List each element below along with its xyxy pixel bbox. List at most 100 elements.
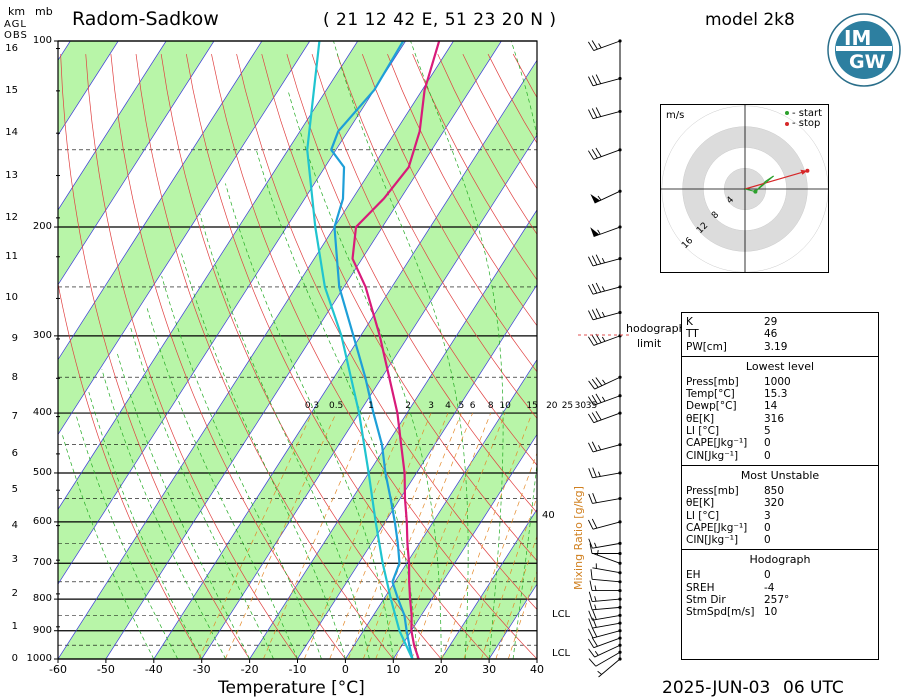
param-key: Temp[°C] <box>686 388 735 401</box>
most-unstable-section: Most Unstable Press[mb] 850 θE[K] 320 LI [°C… <box>682 466 878 551</box>
moist-adiabat <box>101 369 226 659</box>
x-axis-tick-label: -10 <box>288 663 307 676</box>
moist-adiabat <box>180 252 346 659</box>
mb-tick-label: 400 <box>32 407 52 419</box>
km-tick-label: 4 <box>11 519 18 531</box>
param-value: 29 <box>764 316 778 328</box>
moist-adiabat-lines <box>61 41 537 659</box>
mixing-ratio-tick-label: 3 <box>428 401 434 411</box>
wind-barb <box>588 308 621 321</box>
mb-unit-label: mb <box>35 5 53 18</box>
moist-adiabat <box>116 353 250 659</box>
mb-tick-label: 700 <box>32 557 52 569</box>
param-row: K 29 <box>686 316 878 328</box>
imgw-logo: IM GW <box>826 12 902 88</box>
km-tick-label: 7 <box>11 410 18 422</box>
param-key: Stm Dir <box>686 594 726 607</box>
wind-barb <box>588 637 621 649</box>
wind-barb <box>588 518 621 530</box>
hodograph-params-title: Hodograph <box>749 553 811 567</box>
moist-adiabat <box>130 326 274 659</box>
km-tick-label: 8 <box>11 372 18 384</box>
dry-adiabat <box>211 54 537 659</box>
param-value: 5 <box>764 425 771 438</box>
dry-adiabat <box>387 53 537 327</box>
moist-adiabat <box>333 41 469 659</box>
param-value: 316 <box>764 412 785 425</box>
indices-section: K 29 TT 46 PW[cm] 3.19 <box>682 313 878 357</box>
x-axis-tick-label: -40 <box>144 663 163 676</box>
param-value: 15.3 <box>764 388 788 401</box>
param-key: CIN[Jkg⁻¹] <box>686 449 739 462</box>
wind-barb <box>588 467 621 479</box>
wind-barb <box>590 190 621 204</box>
wind-barb <box>589 543 620 554</box>
logo-text-im: IM <box>844 26 872 50</box>
km-tick-label: 2 <box>11 587 18 599</box>
param-value: 14 <box>764 400 778 413</box>
mb-tick-label: 500 <box>32 466 52 478</box>
isotherm-line <box>58 41 215 286</box>
mixing-ratio-tick-label: 6 <box>470 401 476 411</box>
isotherm-line <box>153 59 537 659</box>
hodograph-unit: m/s <box>666 110 685 121</box>
mb-tick-label: 300 <box>32 329 52 341</box>
isotherm-line <box>249 209 537 659</box>
wind-barb <box>588 74 621 87</box>
x-axis-title: Temperature [°C] <box>218 678 365 698</box>
theta-40-label: 40 <box>542 510 555 521</box>
wind-barb <box>588 254 621 267</box>
km-tick-label: 14 <box>5 127 18 139</box>
dry-adiabat <box>236 54 537 610</box>
moist-adiabat <box>161 275 322 659</box>
param-row: SREH -4 <box>686 582 878 594</box>
km-tick-label: 15 <box>5 84 18 96</box>
km-tick-label: 13 <box>5 169 18 181</box>
param-row: LI [°C] 3 <box>686 510 878 522</box>
mixing-ratio-line <box>495 535 537 659</box>
param-row: TT 46 <box>686 328 878 340</box>
mixing-ratio-tick-label: 8 <box>488 401 494 411</box>
wind-barb <box>588 617 621 629</box>
wind-barb <box>590 569 621 583</box>
mixing-ratio-line <box>198 412 313 659</box>
wind-barb <box>588 333 621 346</box>
param-key: LI [°C] <box>686 509 720 522</box>
wind-barb <box>588 410 621 424</box>
wind-barb <box>588 376 621 390</box>
wind-barb <box>593 549 621 564</box>
isotherm-line <box>58 41 167 211</box>
wind-barb <box>588 609 621 621</box>
param-key: LI [°C] <box>686 425 720 438</box>
km-tick-label: 9 <box>11 332 18 344</box>
x-axis-tick-label: 30 <box>482 663 497 676</box>
obs-label: OBS <box>4 30 28 41</box>
param-row: CAPE[Jkg⁻¹] 0 <box>686 522 878 534</box>
moist-adiabat <box>199 213 370 659</box>
km-unit-label: km <box>8 5 26 18</box>
mixing-ratio-tick-label: 10 <box>499 401 511 411</box>
sounding-profiles <box>306 41 441 659</box>
wind-barb <box>597 658 621 678</box>
mixing-ratio-tick-label: 4 <box>445 401 451 411</box>
wind-barb <box>588 538 621 549</box>
x-axis-tick-label: 20 <box>434 663 449 676</box>
param-row: EH 0 <box>686 569 878 581</box>
mixing-ratio-tick-label: 0.3 <box>305 401 319 411</box>
mixing-ratio-line <box>463 451 537 659</box>
param-value: 46 <box>764 328 778 341</box>
station-title: Radom-Sadkow <box>72 8 219 30</box>
km-tick-label: 16 <box>5 42 18 54</box>
param-row: CIN[Jkg⁻¹] 0 <box>686 534 878 546</box>
param-value: 10 <box>764 606 778 619</box>
y-axis-ticks <box>54 40 60 660</box>
hodograph-start-marker <box>785 111 789 115</box>
imgw-logo-graphic <box>827 13 901 87</box>
km-tick-label: 5 <box>11 484 18 496</box>
lowest-level-section: Lowest level Press[mb] 1000 Temp[°C] 15.3 De… <box>682 357 878 466</box>
hodograph-start-point <box>753 189 758 194</box>
mixing-ratio-line <box>263 412 372 659</box>
km-tick-label: 3 <box>11 554 18 566</box>
hodograph-limit-label: hodograph <box>626 322 686 335</box>
